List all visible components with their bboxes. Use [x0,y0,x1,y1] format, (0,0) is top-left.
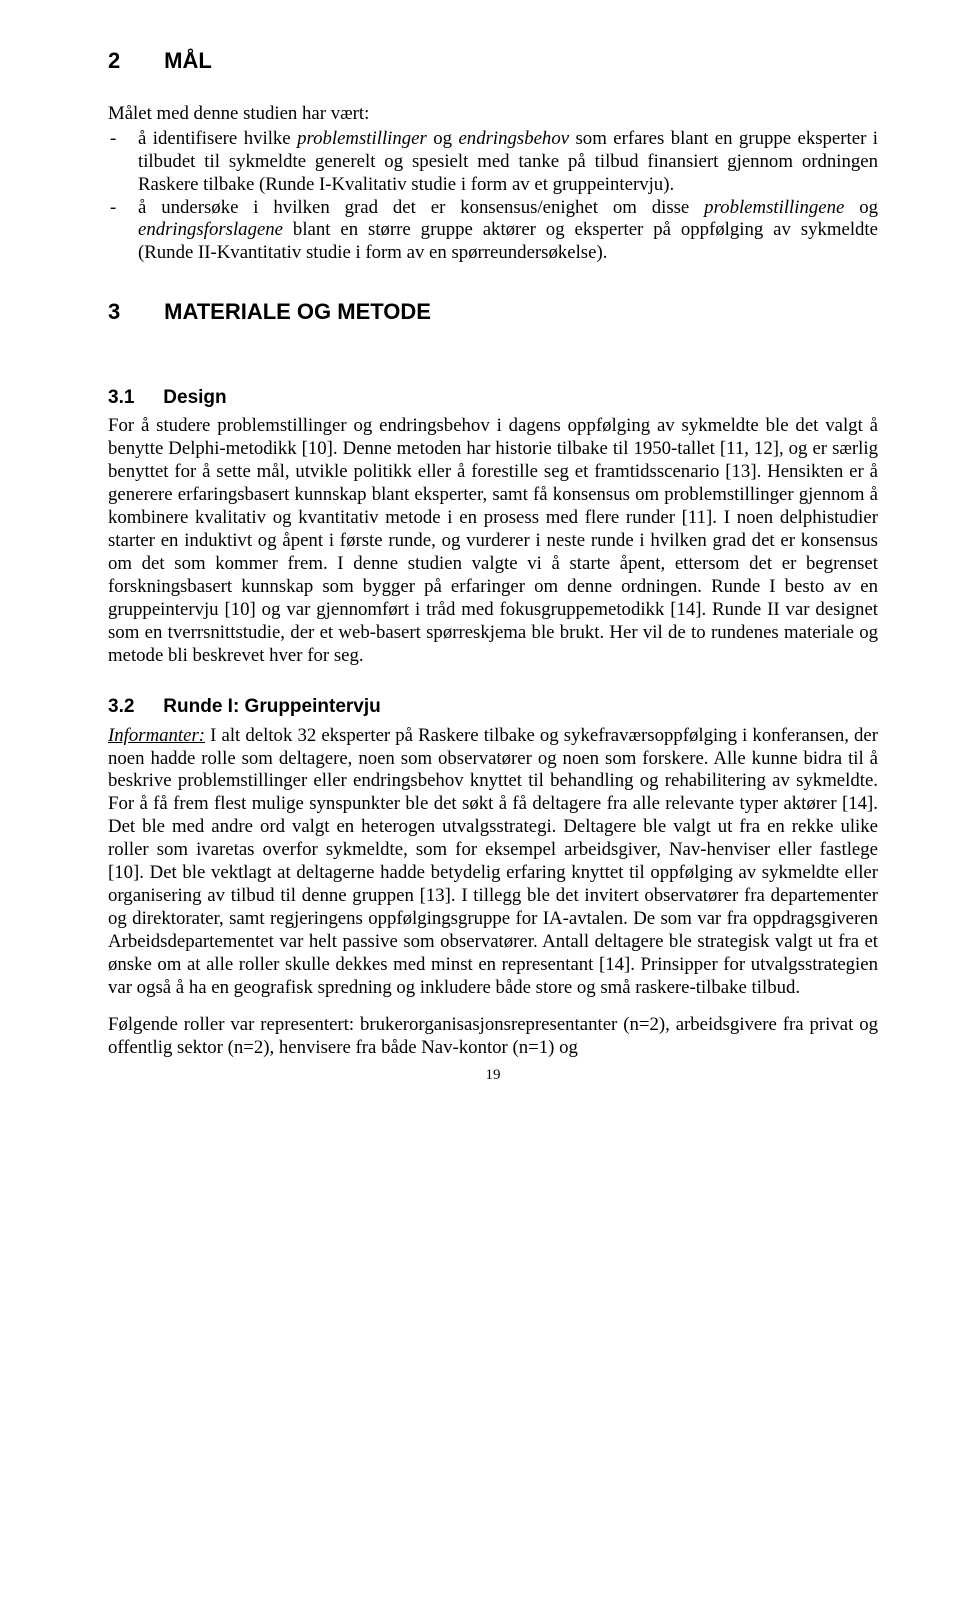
bullet-marker: - [108,197,138,220]
informanter-label: Informanter: [108,725,205,746]
section-2-intro: Målet med denne studien har vært: [108,103,878,126]
section-2-bullet-list: - å identifisere hvilke problemstillinge… [108,128,878,266]
section-3-2-heading: 3.2 Runde I: Gruppeintervju [108,695,878,718]
section-3-1-title: Design [163,387,226,408]
section-3-1-number: 3.1 [108,386,158,409]
section-3-1-heading: 3.1 Design [108,386,878,409]
bullet-text: å undersøke i hvilken grad det er konsen… [138,197,878,266]
spacer [108,1000,878,1014]
list-item: - å undersøke i hvilken grad det er kons… [108,197,878,266]
section-3-title: MATERIALE OG METODE [164,299,431,324]
bullet-text: å identifisere hvilke problemstillinger … [138,128,878,197]
section-2-heading: 2 MÅL [108,48,878,75]
section-3-2-number: 3.2 [108,695,158,718]
spacer [108,352,878,386]
spacer [108,667,878,695]
section-2-title: MÅL [164,48,212,73]
section-3-number: 3 [108,299,158,326]
section-2-number: 2 [108,48,158,75]
page-number: 19 [108,1066,878,1084]
section-3-2-body: Informanter: I alt deltok 32 eksperter p… [108,725,878,1000]
bullet-marker: - [108,128,138,151]
section-3-heading: 3 MATERIALE OG METODE [108,299,878,326]
section-3-2-tail: Følgende roller var representert: bruker… [108,1014,878,1060]
section-3-2-title: Runde I: Gruppeintervju [163,696,380,717]
list-item: - å identifisere hvilke problemstillinge… [108,128,878,197]
section-3-1-body: For å studere problemstillinger og endri… [108,415,878,667]
